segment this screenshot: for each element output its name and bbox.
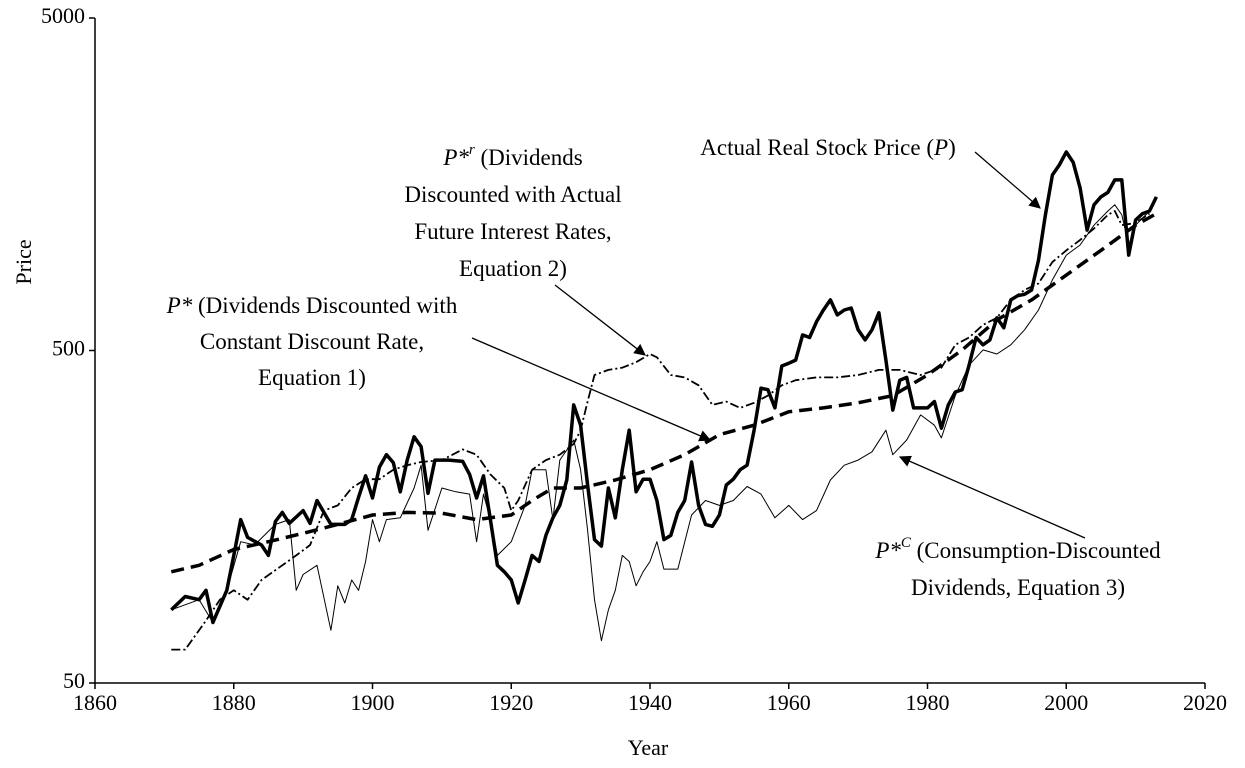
arrow bbox=[898, 455, 1086, 539]
y-tick-label: 500 bbox=[52, 336, 85, 361]
annotation-text: Dividends, Equation 3) bbox=[911, 575, 1125, 600]
annotation-text: (Dividends bbox=[475, 145, 583, 170]
arrows bbox=[471, 151, 1086, 539]
x-tick-label: 1900 bbox=[351, 690, 395, 715]
annotation-text: (Dividends Discounted with bbox=[192, 293, 458, 318]
x-tick-label: 2020 bbox=[1183, 690, 1227, 715]
y-tick-label: 5000 bbox=[41, 3, 85, 28]
annotation-line: P* (Dividends Discounted with bbox=[166, 293, 458, 318]
x-tick-label: 1860 bbox=[73, 690, 117, 715]
annotation-text: P* bbox=[442, 145, 469, 170]
y-tick-label: 50 bbox=[63, 668, 85, 693]
annotation-text: Constant Discount Rate, bbox=[200, 329, 424, 354]
series-line bbox=[170, 150, 1158, 625]
annotation-text: P* bbox=[166, 293, 193, 318]
annotation-text: Equation 1) bbox=[258, 365, 366, 390]
annotation-line: Actual Real Stock Price (P) bbox=[700, 135, 956, 160]
annotation-text: ) bbox=[948, 135, 956, 160]
annotation-text: C bbox=[901, 535, 912, 551]
annotation-text: Actual Real Stock Price ( bbox=[700, 135, 934, 160]
annotation-line: Equation 2) bbox=[459, 256, 567, 281]
x-tick-label: 1940 bbox=[628, 690, 672, 715]
annotation-line: P*C (Consumption-Discounted bbox=[874, 535, 1161, 563]
annotation-text: Future Interest Rates, bbox=[414, 219, 611, 244]
annotation-text: r bbox=[469, 142, 475, 158]
annotation-line: Future Interest Rates, bbox=[414, 219, 611, 244]
annotation-line: Dividends, Equation 3) bbox=[911, 575, 1125, 600]
annotation-line: Equation 1) bbox=[258, 365, 366, 390]
series-line bbox=[171, 204, 1150, 642]
annotation-line: Discounted with Actual bbox=[404, 182, 621, 207]
x-tick-label: 1880 bbox=[212, 690, 256, 715]
annotation-text: Discounted with Actual bbox=[404, 182, 621, 207]
x-tick-label: 1920 bbox=[489, 690, 533, 715]
x-tick-label: 1960 bbox=[767, 690, 811, 715]
annotation-text: P* bbox=[874, 538, 901, 563]
arrow bbox=[471, 337, 712, 442]
annotation-text: Equation 2) bbox=[459, 256, 567, 281]
x-tick-label: 2000 bbox=[1044, 690, 1088, 715]
annotation-line: Constant Discount Rate, bbox=[200, 329, 424, 354]
series-line bbox=[171, 210, 1151, 651]
annotation-line: P*r (Dividends bbox=[442, 142, 582, 170]
x-axis-label: Year bbox=[628, 735, 669, 760]
series-line bbox=[170, 212, 1158, 574]
arrow bbox=[554, 284, 646, 356]
y-axis-label: Price bbox=[11, 239, 36, 284]
annotation-text: (Consumption-Discounted bbox=[911, 538, 1161, 563]
arrow bbox=[974, 151, 1041, 209]
annotation-text: P bbox=[933, 135, 948, 160]
x-tick-label: 1980 bbox=[906, 690, 950, 715]
